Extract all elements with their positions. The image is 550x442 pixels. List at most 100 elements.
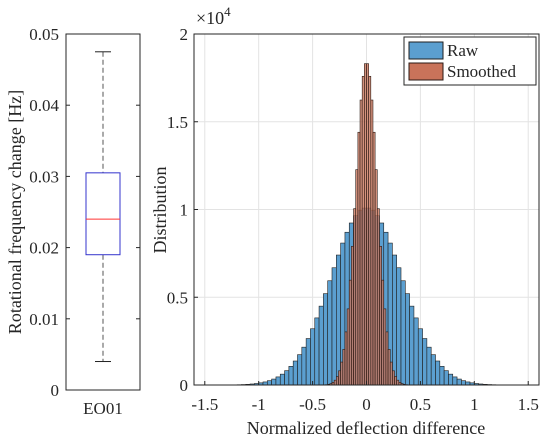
raw-bar (422, 338, 428, 386)
smoothed-bar (366, 63, 369, 386)
raw-bar (461, 380, 466, 386)
smoothed-bar (370, 99, 374, 386)
smoothed-bar (359, 99, 363, 386)
raw-bar (430, 354, 436, 386)
raw-bar (400, 280, 406, 386)
histogram-y-tick-label: 1 (180, 201, 189, 220)
histogram-x-tick-label: 0 (362, 395, 371, 414)
smoothed-bar (353, 208, 357, 386)
raw-bar (284, 370, 290, 386)
histogram-panel: -1.5 -1 -0.5 0 0.5 1 1.5 0 0.5 1 1.5 2 ×104 Normal… (150, 4, 540, 438)
raw-bar (288, 366, 294, 386)
raw-bar (452, 376, 458, 386)
boxplot-y-axis-label: Rotational frequency change [Hz] (5, 90, 25, 334)
boxplot-y-ticks: 0 0.01 0.02 0.03 0.04 0.05 (29, 25, 140, 400)
legend-swatch-smoothed (408, 62, 444, 81)
raw-bar (392, 254, 397, 386)
raw-bar (301, 346, 307, 386)
histogram-x-tick-label: 1 (470, 395, 479, 414)
histogram-y-tick-label: 0 (180, 376, 189, 395)
histogram-y-ticks: 0 0.5 1 1.5 2 (167, 25, 198, 395)
raw-bar (310, 328, 316, 386)
smoothed-bar (376, 208, 380, 386)
raw-bar (396, 267, 402, 386)
boxplot-y-tick-label: 0.04 (29, 96, 59, 115)
smoothed-bar (364, 63, 367, 386)
smoothed-bar (348, 279, 352, 386)
smoothed-bar (385, 331, 389, 386)
smoothed-bar (389, 361, 393, 386)
raw-bar (305, 338, 311, 386)
histogram-y-axis-label: Distribution (150, 166, 170, 253)
smoothed-bar (379, 245, 382, 386)
smoothed-bar (351, 245, 354, 386)
legend: Raw Smoothed (403, 36, 537, 86)
legend-swatch-raw (408, 41, 444, 60)
raw-bar (448, 373, 454, 386)
smoothed-bar (392, 370, 395, 386)
raw-bar (435, 360, 441, 386)
legend-label-raw: Raw (447, 41, 479, 60)
boxplot-axes-frame (65, 33, 141, 391)
raw-bar (327, 280, 333, 386)
smoothed-bar (372, 131, 376, 386)
raw-bar (314, 317, 320, 386)
raw-bar (439, 366, 445, 386)
raw-bar (271, 378, 277, 386)
smoothed-bar (357, 131, 361, 386)
interquartile-box (85, 172, 121, 256)
smoothed-bar (381, 279, 385, 386)
raw-bar (336, 254, 341, 386)
histogram-x-ticks: -1.5 -1 -0.5 0 0.5 1 1.5 (191, 381, 539, 414)
histogram-multiplier: ×104 (196, 4, 231, 28)
raw-bar (417, 328, 423, 386)
smoothed-bar (346, 308, 350, 386)
raw-bar (267, 380, 272, 386)
raw-bar (323, 293, 328, 386)
raw-bar (426, 346, 432, 386)
smoothed-bar (355, 169, 359, 386)
smoothed-bar (368, 75, 372, 386)
smoothed-bar (344, 331, 348, 386)
raw-bar (292, 360, 298, 386)
histogram-x-tick-label: 1.5 (518, 395, 539, 414)
histogram-x-tick-label: 0.5 (410, 395, 431, 414)
histogram-x-tick-label: -1 (252, 395, 266, 414)
smoothed-bar (340, 361, 344, 386)
boxplot-y-tick-label: 0.05 (29, 25, 59, 44)
raw-bar (331, 267, 337, 386)
histogram-y-tick-label: 0.5 (167, 288, 188, 307)
raw-bar (413, 317, 419, 386)
boxplot-y-tick-label: 0.02 (29, 239, 59, 258)
raw-bar (443, 370, 449, 386)
boxplot-body (85, 51, 121, 363)
smoothed-bar (342, 349, 346, 386)
boxplot-y-tick-label: 0.01 (29, 310, 59, 329)
boxplot-panel: 0 0.01 0.02 0.03 0.04 0.05 EO01 Rotational fr… (5, 25, 141, 418)
histogram-x-axis-label: Normalized deflection difference (247, 418, 486, 438)
raw-bar (318, 305, 324, 386)
raw-bar (409, 305, 415, 386)
raw-bar (297, 354, 303, 386)
smoothed-bar (336, 376, 339, 386)
raw-bar (279, 373, 285, 386)
smoothed-bar (333, 379, 337, 386)
smoothed-bar (338, 370, 341, 386)
raw-bar (275, 376, 281, 386)
boxplot-category-label: EO01 (83, 399, 123, 418)
smoothed-bar (383, 308, 387, 386)
histogram-y-tick-label: 1.5 (167, 113, 188, 132)
histogram-y-tick-label: 2 (180, 25, 189, 44)
smoothed-bar (374, 169, 378, 386)
smoothed-bar (396, 379, 400, 386)
boxplot-y-tick-label: 0.03 (29, 167, 59, 186)
legend-label-smoothed: Smoothed (447, 62, 516, 81)
raw-bar (456, 378, 462, 386)
boxplot-y-tick-label: 0 (51, 381, 60, 400)
smoothed-bar (387, 349, 391, 386)
raw-bar (405, 293, 410, 386)
smoothed-bar (361, 75, 365, 386)
histogram-x-tick-label: -1.5 (191, 395, 218, 414)
histogram-x-tick-label: -0.5 (299, 395, 326, 414)
